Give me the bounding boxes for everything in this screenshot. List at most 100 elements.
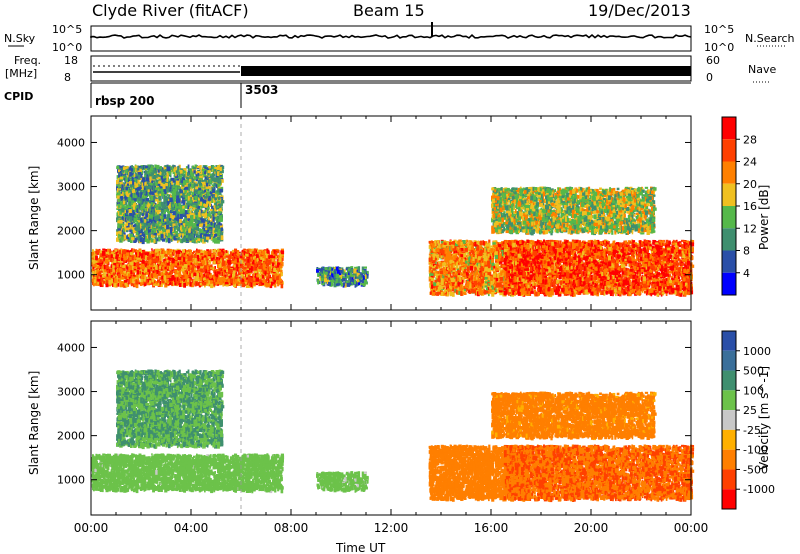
power-cell — [135, 252, 137, 256]
power-cell — [95, 273, 99, 277]
power-cell — [125, 251, 129, 257]
power-cell — [184, 269, 188, 275]
power-cell — [253, 251, 255, 254]
power-cell — [196, 263, 201, 268]
power-cell — [201, 281, 203, 287]
power-cell — [239, 253, 242, 256]
power-cell — [242, 271, 244, 276]
power-cell — [195, 251, 199, 255]
power-cell — [248, 259, 252, 262]
power-cell — [151, 253, 155, 257]
noise-left-tick-bottom: 10^0 — [52, 41, 82, 54]
power-cell — [103, 269, 107, 272]
power-cell — [125, 283, 128, 288]
power-cell — [279, 265, 283, 268]
power-cell — [118, 259, 122, 262]
power-cell — [159, 249, 161, 252]
power-cell — [186, 265, 190, 269]
power-cell — [181, 279, 185, 284]
power-cell — [164, 282, 168, 288]
power-cell — [258, 279, 262, 282]
power-cell — [124, 279, 127, 283]
power-cell — [203, 267, 206, 272]
power-cell — [270, 254, 273, 259]
power-cell — [116, 165, 119, 169]
power-cell — [192, 263, 194, 269]
power-cell — [103, 264, 106, 270]
power-cell — [276, 267, 280, 272]
power-cell — [189, 282, 192, 286]
power-cell — [155, 264, 158, 270]
power-cell — [133, 268, 137, 271]
power-cell — [201, 256, 204, 260]
power-cell — [258, 249, 262, 252]
power-cell — [178, 274, 182, 278]
power-cell — [136, 269, 139, 275]
power-cell — [110, 269, 113, 272]
power-cell — [181, 278, 184, 281]
power-cell — [162, 280, 165, 284]
power-cell — [175, 274, 179, 277]
power-cell — [151, 275, 154, 279]
power-cell — [116, 207, 120, 210]
power-cell — [137, 251, 141, 257]
power-cell — [209, 280, 213, 284]
power-cell — [222, 282, 225, 287]
power-cell — [274, 255, 277, 259]
power-cell — [130, 261, 134, 266]
power-cell — [214, 266, 216, 269]
power-cell — [197, 273, 200, 279]
power-cell — [136, 278, 139, 281]
power-cell — [208, 250, 212, 256]
power-cell — [209, 260, 212, 264]
power-cell — [218, 269, 221, 273]
power-cell — [143, 283, 147, 286]
power-cell — [275, 261, 277, 265]
power-cell — [253, 282, 256, 286]
power-cell — [243, 277, 247, 282]
power-cell — [176, 264, 180, 269]
power-cell — [237, 278, 240, 282]
power-cell — [169, 257, 171, 261]
power-cell — [142, 271, 145, 277]
power-cell — [149, 274, 152, 279]
power-cell — [176, 263, 179, 266]
power-cell — [135, 283, 139, 289]
power-cell — [224, 282, 229, 285]
power-cell — [213, 269, 217, 274]
power-cell — [165, 238, 168, 243]
power-cell — [171, 276, 173, 280]
power-cell — [168, 266, 170, 271]
power-cell — [235, 259, 239, 262]
power-cell — [170, 264, 174, 270]
power-cell — [145, 263, 148, 266]
power-cell — [187, 267, 191, 271]
power-cell — [132, 255, 134, 259]
power-cell — [116, 263, 119, 268]
power-cell — [187, 256, 191, 261]
power-cell — [207, 264, 210, 267]
power-cell — [97, 266, 101, 269]
power-cell — [185, 202, 188, 208]
power-cell — [157, 263, 161, 269]
power-cell — [101, 280, 106, 284]
power-cell — [96, 252, 98, 255]
power-cell — [105, 270, 108, 273]
power-cell — [202, 260, 206, 265]
power-cell — [131, 278, 134, 284]
power-cell — [242, 262, 245, 266]
power-cell — [277, 273, 281, 278]
power-cell — [133, 272, 136, 277]
power-cell — [174, 282, 177, 286]
power-cell — [191, 267, 195, 273]
power-cell — [102, 262, 105, 267]
power-cell — [163, 260, 165, 263]
power-cell — [120, 281, 124, 284]
freq-tick-bottom: 8 — [64, 71, 71, 84]
power-cell — [276, 250, 280, 253]
power-cell — [174, 260, 178, 266]
power-cell — [277, 262, 281, 268]
power-cell — [179, 269, 182, 275]
power-cell — [195, 276, 198, 282]
power-cell — [262, 264, 266, 269]
